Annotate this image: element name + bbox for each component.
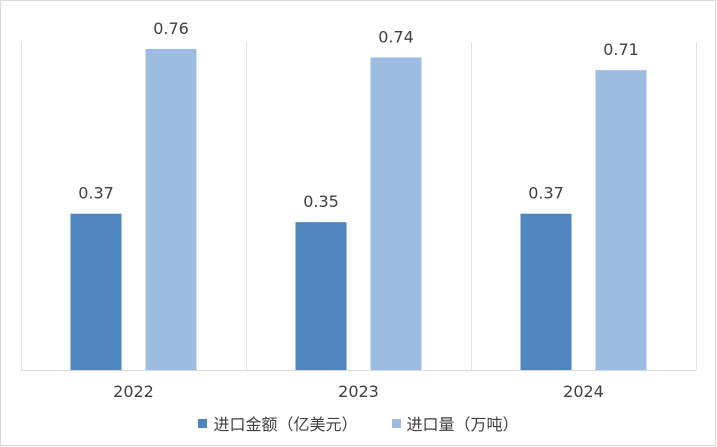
legend-swatch-import-value: [198, 418, 208, 428]
data-label-import-volume-2024: 0.71: [603, 40, 639, 59]
x-tick-label-2024: 2024: [563, 382, 604, 401]
bar-import-volume-2023: [370, 57, 422, 371]
bar-import-value-2024: [520, 213, 572, 370]
bar-import-volume-2024: [595, 70, 647, 371]
legend: 进口金额（亿美元） 进口量（万吨）: [0, 411, 717, 435]
data-label-import-value-2023: 0.35: [303, 192, 339, 211]
bars: [70, 49, 647, 371]
data-label-import-volume-2023: 0.74: [378, 27, 414, 46]
x-tick-label-2023: 2023: [338, 382, 379, 401]
data-label-import-value-2022: 0.37: [78, 184, 114, 203]
bar-import-value-2022: [70, 213, 122, 370]
data-label-import-volume-2022: 0.76: [153, 19, 189, 38]
legend-swatch-import-volume: [391, 418, 401, 428]
data-labels: 0.37 0.76 0.35 0.74 0.37 0.71: [78, 19, 639, 211]
data-label-import-value-2024: 0.37: [528, 184, 564, 203]
x-axis-tick-labels: 2022 2023 2024: [113, 382, 604, 401]
legend-label-import-volume: 进口量（万吨）: [406, 415, 519, 434]
legend-item-import-value: 进口金额（亿美元）: [198, 411, 358, 435]
gridlines: [21, 42, 697, 370]
bar-import-volume-2022: [145, 49, 197, 370]
legend-item-import-volume: 进口量（万吨）: [391, 411, 519, 435]
x-tick-label-2022: 2022: [113, 382, 154, 401]
bar-import-value-2023: [295, 222, 347, 370]
legend-label-import-value: 进口金额（亿美元）: [213, 415, 358, 434]
